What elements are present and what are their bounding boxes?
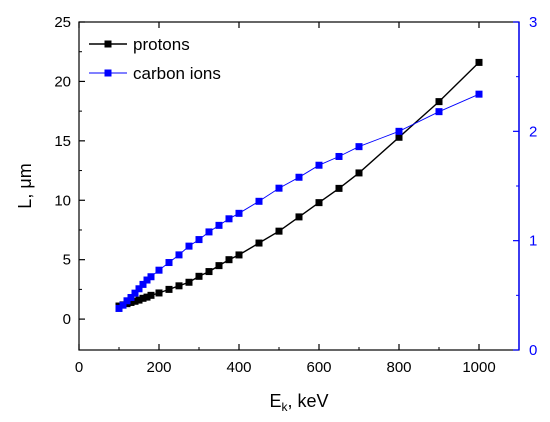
data-point-protons [135, 296, 143, 304]
data-point-protons [275, 227, 283, 235]
data-point-carbon-ions [143, 276, 151, 284]
data-point-protons [255, 239, 263, 247]
y-tick-label: 10 [54, 192, 71, 209]
y2-tick-label: 2 [529, 123, 537, 140]
data-point-carbon-ions [295, 173, 303, 181]
legend-label-protons: protons [133, 35, 190, 54]
data-point-carbon-ions [185, 242, 193, 250]
data-point-protons [395, 133, 403, 141]
data-point-carbon-ions [135, 285, 143, 293]
data-point-protons [215, 262, 223, 270]
data-point-protons [147, 291, 155, 299]
data-point-protons [175, 282, 183, 290]
data-point-carbon-ions [175, 251, 183, 259]
data-point-carbon-ions [235, 209, 243, 217]
series-layer [115, 58, 483, 312]
y-tick-label: 15 [54, 133, 71, 150]
data-point-protons [131, 297, 139, 305]
data-point-carbon-ions [119, 301, 127, 309]
x-tick-label: 0 [75, 359, 83, 376]
data-point-carbon-ions [475, 90, 483, 98]
y-tick-label: 5 [63, 252, 71, 269]
data-point-protons [165, 285, 173, 293]
legend-sample-carbon-ions [89, 69, 127, 77]
legend-sample-protons [89, 40, 127, 48]
data-point-protons [315, 199, 323, 207]
data-point-carbon-ions [123, 297, 131, 305]
data-point-carbon-ions [115, 304, 123, 312]
y2-tick-label: 3 [529, 14, 537, 31]
legend: protons carbon ions [89, 35, 221, 83]
data-point-carbon-ions [205, 228, 213, 236]
x-tick-label: 1000 [462, 359, 495, 376]
data-point-protons [235, 251, 243, 259]
data-point-protons [185, 278, 193, 286]
x-tick-label: 200 [146, 359, 171, 376]
data-point-protons [335, 184, 343, 192]
x-tick-label: 400 [226, 359, 251, 376]
data-point-carbon-ions [215, 221, 223, 229]
data-point-protons [155, 289, 163, 297]
data-point-carbon-ions [435, 108, 443, 116]
data-point-carbon-ions [335, 152, 343, 160]
data-point-protons [475, 58, 483, 66]
data-point-protons [205, 268, 213, 276]
x-tick-label: 600 [306, 359, 331, 376]
axes-layer: 0 200 400 600 800 1000 0 5 10 15 20 25 0 1 2 3 [54, 14, 537, 376]
y-tick-label: 20 [54, 73, 71, 90]
data-point-carbon-ions [255, 197, 263, 205]
data-point-protons [225, 256, 233, 264]
x-axis-title: Ek, keV [269, 391, 328, 414]
data-point-protons [295, 213, 303, 221]
data-point-carbon-ions [225, 215, 233, 223]
data-point-protons [127, 298, 135, 306]
data-point-carbon-ions [315, 161, 323, 169]
data-point-carbon-ions [131, 289, 139, 297]
legend-marker [104, 69, 112, 77]
data-point-carbon-ions [139, 280, 147, 288]
data-point-carbon-ions [275, 184, 283, 192]
data-point-protons [195, 272, 203, 280]
y-axis-title: L, μm [15, 163, 35, 208]
data-point-carbon-ions [165, 259, 173, 267]
x-tick-label: 800 [386, 359, 411, 376]
y-tick-label: 0 [63, 311, 71, 328]
y2-tick-label: 0 [529, 342, 537, 359]
data-point-carbon-ions [127, 294, 135, 302]
data-point-protons [435, 98, 443, 106]
data-point-carbon-ions [147, 273, 155, 281]
data-point-carbon-ions [355, 143, 363, 151]
data-point-carbon-ions [395, 127, 403, 135]
legend-marker [104, 40, 112, 48]
data-point-protons [355, 169, 363, 177]
data-point-carbon-ions [195, 236, 203, 244]
legend-label-carbon-ions: carbon ions [133, 64, 221, 83]
y-tick-label: 25 [54, 14, 71, 31]
data-point-protons [139, 294, 147, 302]
data-point-protons [143, 293, 151, 301]
y2-tick-label: 1 [529, 233, 537, 250]
data-point-carbon-ions [155, 266, 163, 274]
